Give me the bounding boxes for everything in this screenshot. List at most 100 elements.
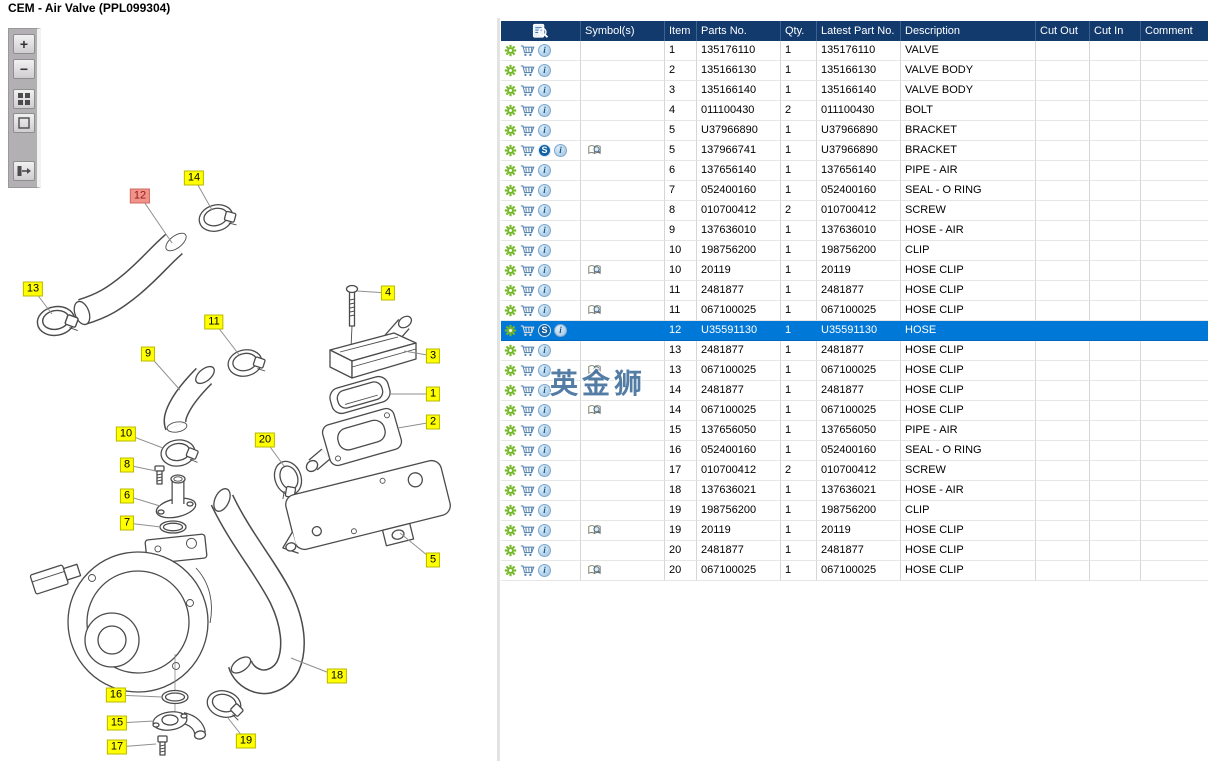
config-gear-icon[interactable] [504, 304, 517, 317]
add-to-cart-icon[interactable] [520, 124, 535, 137]
info-icon[interactable]: i [538, 244, 551, 257]
config-gear-icon[interactable] [504, 384, 517, 397]
add-to-cart-icon[interactable] [520, 244, 535, 257]
table-row[interactable]: i 13 067100025 1 067100025 HOSE CLIP [501, 361, 1208, 381]
info-icon[interactable]: i [538, 384, 551, 397]
catalog-book-icon[interactable] [587, 144, 602, 157]
add-to-cart-icon[interactable] [520, 404, 535, 417]
table-row[interactable]: i 20 067100025 1 067100025 HOSE CLIP [501, 561, 1208, 581]
zoom-in-button[interactable]: + [13, 34, 35, 54]
add-to-cart-icon[interactable] [520, 204, 535, 217]
add-to-cart-icon[interactable] [520, 284, 535, 297]
part-hose-9[interactable] [163, 363, 217, 433]
info-icon[interactable]: i [538, 284, 551, 297]
config-gear-icon[interactable] [504, 284, 517, 297]
info-icon[interactable]: i [538, 104, 551, 117]
info-icon[interactable]: i [538, 344, 551, 357]
add-to-cart-icon[interactable] [520, 144, 535, 157]
config-gear-icon[interactable] [504, 264, 517, 277]
add-to-cart-icon[interactable] [520, 344, 535, 357]
info-icon[interactable]: i [538, 364, 551, 377]
table-row[interactable]: i 17 010700412 2 010700412 SCREW [501, 461, 1208, 481]
panel-divider[interactable] [497, 18, 500, 761]
info-icon[interactable]: i [538, 44, 551, 57]
config-gear-icon[interactable] [504, 184, 517, 197]
table-row[interactable]: S i 5 137966741 1 U37966890 BRACKET [501, 141, 1208, 161]
add-to-cart-icon[interactable] [520, 364, 535, 377]
catalog-book-icon[interactable] [587, 404, 602, 417]
catalog-book-icon[interactable] [587, 524, 602, 537]
add-to-cart-icon[interactable] [520, 484, 535, 497]
config-gear-icon[interactable] [504, 104, 517, 117]
add-to-cart-icon[interactable] [520, 324, 535, 337]
add-to-cart-icon[interactable] [520, 444, 535, 457]
part-seal-7[interactable] [159, 520, 187, 534]
catalog-book-icon[interactable] [587, 564, 602, 577]
add-to-cart-icon[interactable] [520, 84, 535, 97]
config-gear-icon[interactable] [504, 144, 517, 157]
part-valve-cover-3[interactable] [329, 314, 417, 379]
info-icon[interactable]: i [538, 504, 551, 517]
part-elbow-pipe-6[interactable] [155, 474, 198, 521]
config-gear-icon[interactable] [504, 544, 517, 557]
part-hose-12[interactable] [71, 230, 189, 327]
add-to-cart-icon[interactable] [520, 524, 535, 537]
part-seal-16[interactable] [161, 689, 189, 705]
zoom-out-button[interactable]: − [13, 59, 35, 79]
table-row[interactable]: i 10 198756200 1 198756200 CLIP [501, 241, 1208, 261]
info-icon[interactable]: i [538, 84, 551, 97]
catalog-book-icon[interactable] [587, 304, 602, 317]
table-row[interactable]: i 14 067100025 1 067100025 HOSE CLIP [501, 401, 1208, 421]
config-gear-icon[interactable] [504, 244, 517, 257]
info-icon[interactable]: i [538, 184, 551, 197]
info-icon[interactable]: i [538, 524, 551, 537]
table-row[interactable]: i 1 135176110 1 135176110 VALVE [501, 41, 1208, 61]
part-elbow-pipe-15[interactable] [152, 710, 207, 740]
info-icon[interactable]: i [538, 544, 551, 557]
info-icon[interactable]: i [538, 304, 551, 317]
config-gear-icon[interactable] [504, 524, 517, 537]
table-row[interactable]: i 3 135166140 1 135166140 VALVE BODY [501, 81, 1208, 101]
info-icon[interactable]: i [538, 464, 551, 477]
part-valve-body-2[interactable] [304, 407, 403, 474]
table-row[interactable]: i 19 20119 1 20119 HOSE CLIP [501, 521, 1208, 541]
config-gear-icon[interactable] [504, 344, 517, 357]
add-to-cart-icon[interactable] [520, 184, 535, 197]
info-icon[interactable]: i [538, 204, 551, 217]
add-to-cart-icon[interactable] [520, 264, 535, 277]
catalog-book-icon[interactable] [587, 364, 602, 377]
info-icon[interactable]: i [538, 64, 551, 77]
config-gear-icon[interactable] [504, 404, 517, 417]
part-bolt-4[interactable] [345, 284, 359, 349]
table-row[interactable]: i 6 137656140 1 137656140 PIPE - AIR [501, 161, 1208, 181]
info-icon[interactable]: i [538, 424, 551, 437]
table-row[interactable]: i 2 135166130 1 135166130 VALVE BODY [501, 61, 1208, 81]
add-to-cart-icon[interactable] [520, 164, 535, 177]
table-row[interactable]: i 16 052400160 1 052400160 SEAL - O RING [501, 441, 1208, 461]
table-row[interactable]: i 4 011100430 2 011100430 BOLT [501, 101, 1208, 121]
config-gear-icon[interactable] [504, 504, 517, 517]
config-gear-icon[interactable] [504, 84, 517, 97]
config-gear-icon[interactable] [504, 164, 517, 177]
info-icon[interactable]: i [554, 144, 567, 157]
substitute-icon[interactable]: S [538, 144, 551, 157]
config-gear-icon[interactable] [504, 424, 517, 437]
info-icon[interactable]: i [538, 404, 551, 417]
info-icon[interactable]: i [538, 124, 551, 137]
part-clamp-10[interactable] [158, 436, 201, 469]
tile-view-button[interactable] [13, 89, 35, 109]
add-to-cart-icon[interactable] [520, 64, 535, 77]
table-row[interactable]: i 11 067100025 1 067100025 HOSE CLIP [501, 301, 1208, 321]
info-icon[interactable]: i [538, 264, 551, 277]
add-to-cart-icon[interactable] [520, 504, 535, 517]
config-gear-icon[interactable] [504, 444, 517, 457]
add-to-cart-icon[interactable] [520, 384, 535, 397]
config-gear-icon[interactable] [504, 364, 517, 377]
add-to-cart-icon[interactable] [520, 44, 535, 57]
config-gear-icon[interactable] [504, 204, 517, 217]
add-to-cart-icon[interactable] [520, 464, 535, 477]
table-row[interactable]: i 9 137636010 1 137636010 HOSE - AIR [501, 221, 1208, 241]
part-screw-8[interactable] [154, 465, 165, 485]
config-gear-icon[interactable] [504, 324, 517, 337]
config-gear-icon[interactable] [504, 124, 517, 137]
